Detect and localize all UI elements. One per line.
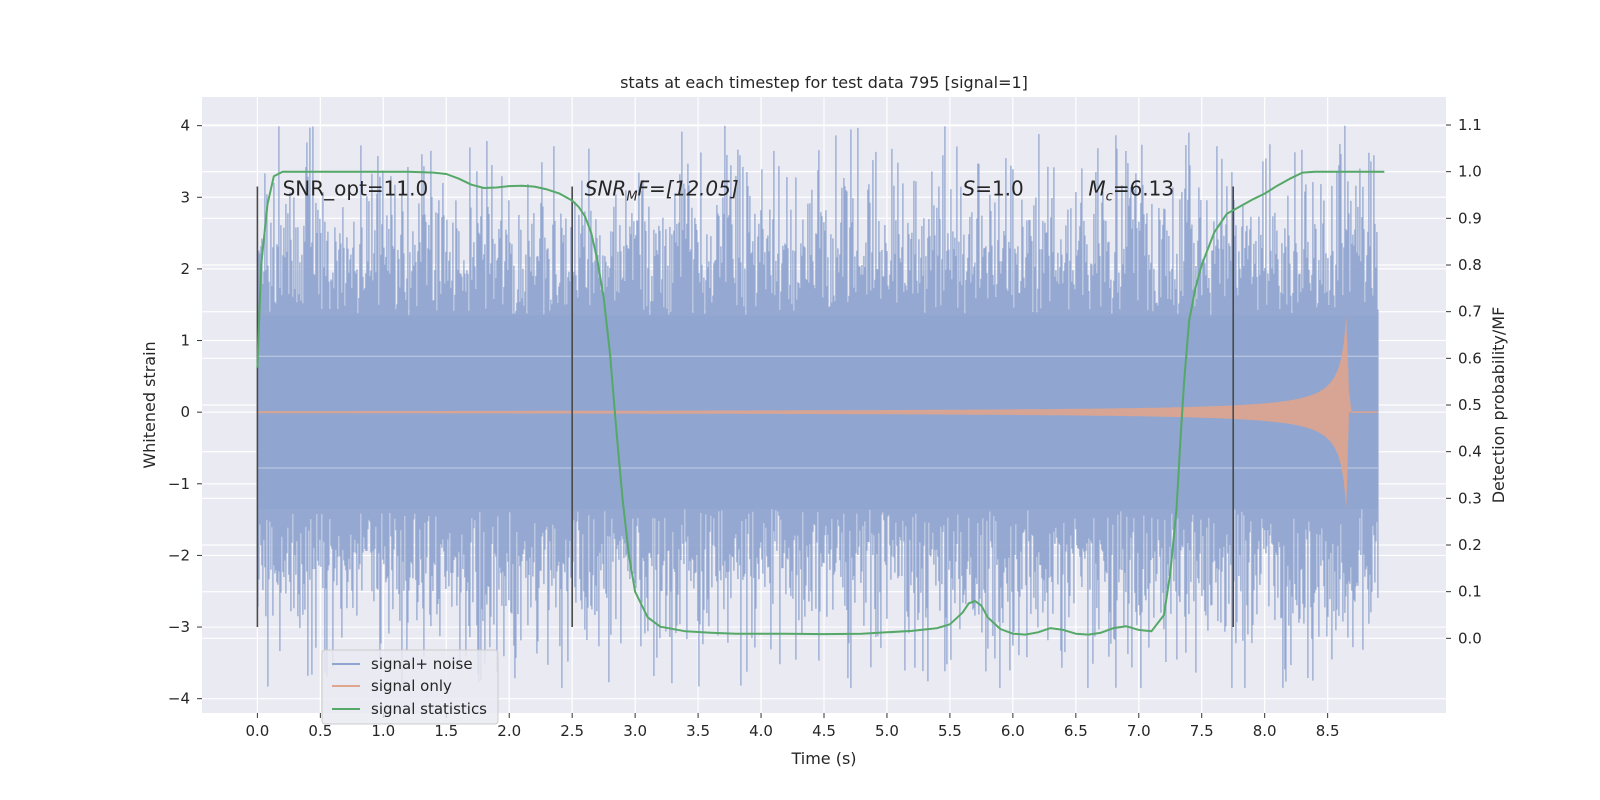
x-tick-label: 4.5	[812, 722, 836, 740]
y-right-tick-label: 0.8	[1458, 256, 1482, 274]
x-tick-label: 5.5	[938, 722, 962, 740]
y-axis-label: Whitened strain	[140, 341, 159, 468]
x-tick-label: 3.0	[623, 722, 647, 740]
legend-label-statistics: signal statistics	[371, 700, 487, 718]
y-tick-label: −3	[168, 618, 190, 636]
annotation-mc-base: M	[1088, 177, 1105, 201]
y-tick-label: 0	[180, 403, 190, 421]
annotation-mc-sub: c	[1106, 190, 1113, 205]
y-right-tick-label: 0.9	[1458, 209, 1482, 227]
y-right-tick-label: 0.5	[1458, 396, 1482, 414]
y-right-tick-label: 0.1	[1458, 583, 1482, 601]
statistics-series	[256, 170, 1385, 636]
annotations: SNR_opt=11.0 SNRMF=[12.05] S=1.0 Mc=6.13	[283, 177, 1175, 205]
x-tick-label: 1.0	[371, 722, 395, 740]
x-tick-label: 6.0	[1001, 722, 1025, 740]
statistics-line	[256, 170, 1385, 636]
y-tick-label: 3	[180, 188, 190, 206]
y-tick-label: 1	[180, 332, 190, 350]
x-tick-label: 1.5	[434, 722, 458, 740]
signal-envelope	[257, 308, 1352, 509]
x-tick-label: 7.0	[1127, 722, 1151, 740]
annotation-snr-mf-sub: M	[626, 190, 637, 205]
y-tick-label: −4	[168, 690, 190, 708]
x-tick-label: 4.0	[749, 722, 773, 740]
annotation-s-base: S	[963, 177, 976, 201]
annotation-snr-mf-base: SNR	[585, 177, 627, 201]
y-right-tick-label: 0.0	[1458, 629, 1482, 647]
chart-title: stats at each timestep for test data 795…	[620, 73, 1028, 92]
x-tick-label: 8.0	[1253, 722, 1277, 740]
vertical-markers	[256, 186, 1235, 628]
x-tick-label: 0.0	[245, 722, 269, 740]
x-tick-label: 8.5	[1316, 722, 1340, 740]
y-right-tick-label: 1.0	[1458, 163, 1482, 181]
y-tick-label: −2	[168, 546, 190, 564]
annotation-snr-mf-rest: F=[12.05]	[638, 177, 739, 201]
annotation-mc-rest: =6.13	[1113, 177, 1174, 201]
legend-frame	[321, 649, 499, 725]
x-tick-label: 3.5	[686, 722, 710, 740]
x-tick-label: 7.5	[1190, 722, 1214, 740]
x-tick-label: 6.5	[1064, 722, 1088, 740]
annotation-s: S=1.0	[963, 177, 1024, 201]
legend-label-signal: signal only	[371, 677, 452, 695]
annotation-s-rest: =1.0	[975, 177, 1024, 201]
signal-series	[257, 308, 1379, 509]
annotation-mc: Mc=6.13	[1088, 177, 1174, 205]
x-tick-label: 2.0	[497, 722, 521, 740]
y-tick-label: −1	[168, 475, 190, 493]
y-right-tick-label: 0.4	[1458, 443, 1482, 461]
legend: signal+ noise signal only signal statist…	[321, 649, 499, 725]
y-right-tick-label: 1.1	[1458, 116, 1482, 134]
legend-label-noise: signal+ noise	[371, 655, 473, 673]
y-right-tick-label: 0.2	[1458, 536, 1482, 554]
x-tick-label: 0.5	[308, 722, 332, 740]
annotation-snr-mf: SNRMF=[12.05]	[585, 177, 739, 205]
y-tick-label: 4	[180, 117, 190, 135]
annotation-snr-opt: SNR_opt=11.0	[283, 177, 429, 201]
y-right-tick-label: 0.7	[1458, 303, 1482, 321]
x-axis-label: Time (s)	[790, 749, 856, 768]
y-right-tick-label: 0.3	[1458, 489, 1482, 507]
ticks: 0.0 0.5 1.0 1.5 2.0 2.5 3.0 3.5 4.0 4.5 5.0 5.5 6.0 6…	[168, 116, 1482, 740]
y-right-tick-label: 0.6	[1458, 349, 1482, 367]
x-tick-label: 2.5	[560, 722, 584, 740]
x-tick-label: 5.0	[875, 722, 899, 740]
y-tick-label: 2	[180, 260, 190, 278]
y-axis-label-right: Detection probability/MF	[1489, 307, 1508, 504]
